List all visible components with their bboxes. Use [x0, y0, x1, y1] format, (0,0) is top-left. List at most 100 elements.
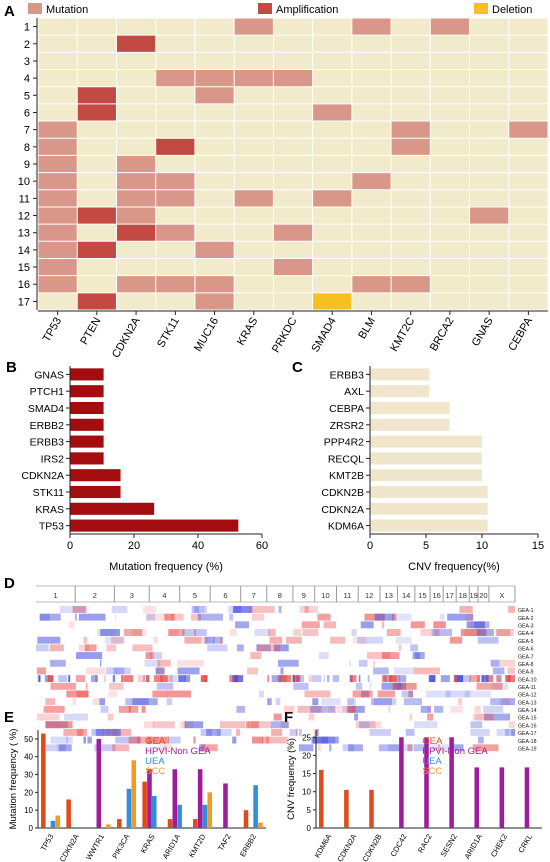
bar	[449, 737, 454, 828]
cnv-segment	[194, 606, 200, 613]
bar	[106, 824, 111, 828]
heatmap-cell	[430, 241, 470, 259]
chromosome-label: 20	[479, 591, 487, 600]
cnv-segment	[128, 736, 141, 744]
y-axis-title: Mutation frequency ( %)	[8, 729, 19, 830]
category-label: TP53	[39, 833, 56, 853]
heatmap-cell	[116, 241, 156, 259]
category-label: GNAS	[34, 369, 64, 381]
cnv-segment	[299, 606, 319, 613]
x-tick-label: 10	[476, 540, 488, 552]
cnv-segment	[351, 629, 357, 636]
category-label: ERBB3	[30, 437, 65, 449]
cnv-heatmap-panel: 1 2 3 4 5 6 7 8 9 10 11 12 13 14 15 16 17 18 19 20 XGEA-1GEA…	[36, 585, 537, 752]
heatmap-cell	[194, 258, 235, 276]
heatmap-cell	[391, 224, 431, 242]
cnv-segment	[318, 652, 329, 660]
heatmap-cell	[234, 155, 274, 173]
cnv-segment	[317, 744, 322, 752]
cnv-segment	[352, 636, 367, 644]
chromosome-label: 4	[162, 591, 166, 600]
heatmap-cell	[194, 69, 235, 87]
panel-label-f: F	[284, 709, 293, 726]
cnv-segment	[310, 705, 336, 713]
heatmap-cell	[38, 189, 78, 207]
cnv-segment	[50, 682, 76, 690]
chromosome-label: 9	[302, 591, 306, 600]
sample-label: GEA-10	[518, 677, 537, 683]
heatmap-cell	[273, 18, 313, 36]
bar	[117, 819, 122, 828]
cnv-segment	[72, 698, 77, 706]
row-label: 8	[24, 142, 30, 154]
bar	[70, 368, 104, 381]
cnv-segment	[207, 644, 228, 652]
cnv-segment	[374, 613, 394, 621]
panel-label-e: E	[4, 709, 14, 726]
cnv-segment	[146, 613, 156, 621]
heatmap-cell	[508, 52, 548, 70]
category-label: CDKN2A	[335, 833, 358, 862]
column-label: BRCA2	[428, 316, 457, 354]
row-label: 7	[24, 125, 30, 137]
sample-label: GEA-18	[518, 739, 537, 745]
row-label: 3	[24, 56, 30, 68]
cnv-segment	[312, 698, 319, 706]
heatmap-cell	[38, 35, 78, 53]
bar	[152, 795, 157, 828]
cnv-segment	[267, 675, 269, 683]
sample-label: GEA-13	[518, 700, 537, 706]
category-label: KMT2B	[329, 470, 364, 482]
heatmap-cell	[430, 172, 470, 190]
row-label: 15	[18, 262, 30, 274]
sample-label: GEA-2	[518, 616, 534, 622]
cnv-segment	[360, 621, 374, 629]
heatmap-cell	[469, 275, 509, 293]
cnv-segment	[491, 682, 509, 690]
cnv-segment	[413, 667, 440, 675]
heatmap-cell	[116, 258, 156, 276]
cnv-segment	[369, 721, 382, 729]
heatmap-cell	[312, 103, 352, 122]
heatmap-cell	[391, 52, 431, 70]
cnv-segment	[342, 744, 354, 752]
cnv-segment	[246, 721, 259, 729]
cnv-segment	[472, 744, 499, 752]
cnv-segment	[393, 667, 413, 675]
cnv-segment	[269, 636, 283, 644]
heatmap-cell	[312, 35, 352, 53]
bar	[70, 485, 121, 499]
row-label: 5	[24, 90, 30, 102]
cnv-segment	[301, 621, 320, 629]
heatmap-cell	[194, 189, 235, 207]
cnv-segment	[251, 613, 265, 621]
chromosome-label: 13	[385, 591, 393, 600]
cnv-segment	[100, 629, 121, 636]
heatmap-cell	[155, 103, 195, 122]
cnv-segment	[298, 728, 303, 736]
cnv-segment	[143, 721, 154, 729]
cnv-segment	[178, 675, 186, 683]
cnv-segment	[164, 613, 175, 621]
cnv-segment	[256, 644, 271, 652]
heatmap-cell	[469, 258, 509, 276]
bar	[319, 769, 324, 828]
row-label: 9	[24, 159, 30, 171]
cnv-segment	[488, 675, 494, 683]
heatmap-cell	[469, 86, 509, 104]
cnv-segment	[232, 675, 239, 683]
cnv-segment	[490, 659, 500, 667]
heatmap-cell	[312, 52, 352, 70]
bar	[70, 502, 155, 515]
heatmap-cell	[194, 206, 235, 225]
heatmap-cell	[508, 86, 548, 104]
cnv-segment	[229, 629, 237, 636]
cnv-segment	[358, 659, 368, 667]
cnv-segment	[110, 636, 125, 644]
cnv-segment	[366, 652, 391, 660]
cnv-segment	[433, 621, 446, 629]
heatmap-cell	[116, 35, 156, 53]
cnv-segment	[144, 659, 161, 667]
cnv-segment	[92, 698, 99, 706]
cnv-segment	[84, 644, 97, 652]
